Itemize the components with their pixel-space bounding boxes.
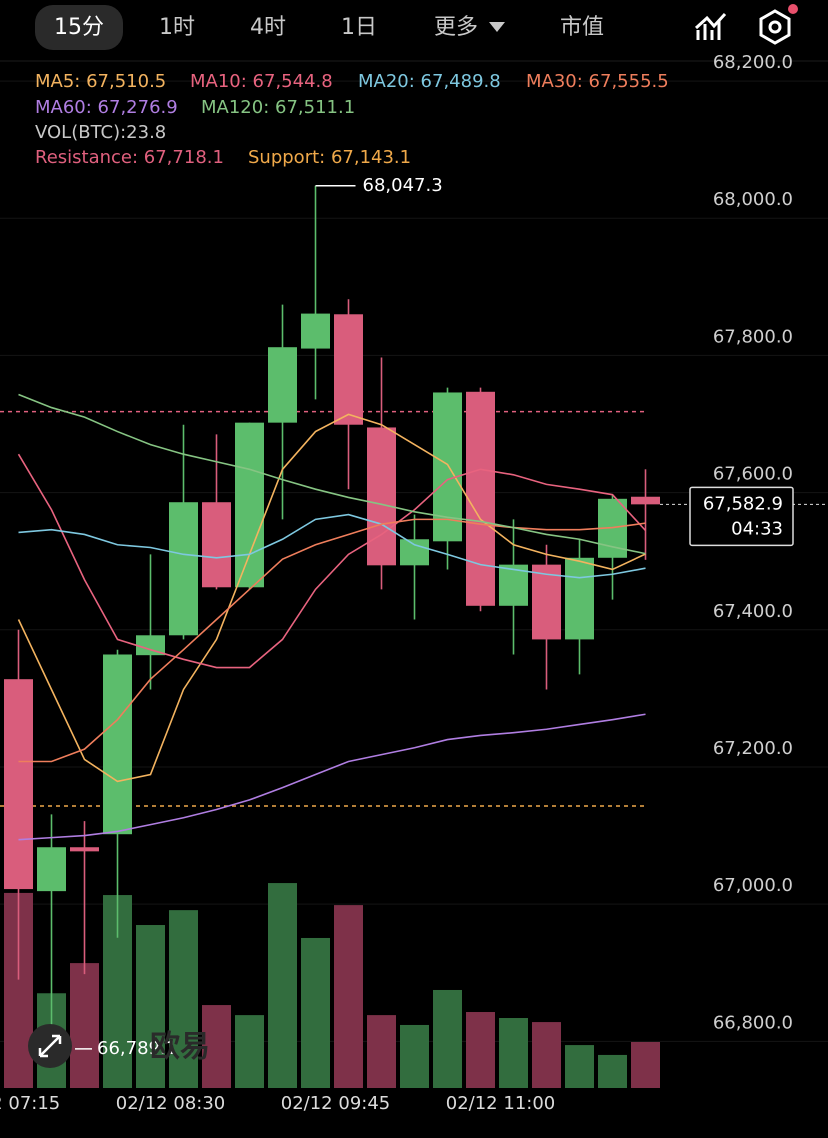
candle-body [631,496,660,505]
indicator-icon[interactable] [694,12,727,40]
volume-bar [169,910,198,1088]
y-tick-label: 68,200.0 [713,52,793,73]
candle-body [334,314,363,425]
volume-bar [70,963,99,1088]
volume-bar [136,925,165,1088]
y-tick-label: 68,000.0 [713,189,793,210]
candle-body [367,427,396,566]
volume-legend: VOL(BTC):23.8 [35,122,166,143]
volume-bar [565,1045,594,1088]
candle-body [37,847,66,892]
tab[interactable]: 1时 [159,15,195,40]
candle-body [268,347,297,423]
active-tab-bg [35,5,123,50]
tab[interactable]: 4时 [250,15,286,40]
candle-body [235,422,264,588]
settings-icon[interactable] [759,4,798,45]
candle-body [532,564,561,640]
volume-bar [499,1018,528,1088]
watermark: 欧易 [150,1030,210,1065]
volume-bar [334,905,363,1088]
volume-bar [598,1054,627,1088]
tab[interactable]: 更多 [434,15,478,40]
y-tick-label: 67,400.0 [713,601,793,622]
legend-entry: MA20: 67,489.8 [358,71,501,92]
y-tick-label: 67,600.0 [713,464,793,485]
legend-entry: MA5: 67,510.5 [35,71,166,92]
volume-bar [631,1041,660,1088]
y-tick-label: 67,800.0 [713,326,793,347]
last-price-label: 67,582.9 [703,493,783,514]
level-legend: Resistance: 67,718.1 [35,147,224,168]
ma-line [18,518,646,763]
legend-entry: MA30: 67,555.5 [526,71,669,92]
ma-line [17,453,647,669]
volume-bar [466,1012,495,1088]
volume-bar [202,1005,231,1088]
volume-bar [532,1022,561,1088]
legend-entry: MA60: 67,276.9 [35,97,178,118]
tab[interactable]: 15分 [54,15,104,40]
volume-bar [268,883,297,1088]
x-tick-label: 02/12 08:30 [116,1093,225,1114]
y-tick-label: 66,800.0 [713,1012,793,1033]
candle-body [103,654,132,835]
plot: 68,200.0 68,000.0 67,800.0 67,600.0 67,400.0… [0,52,828,1114]
candle-body [136,635,165,656]
candle-body [400,539,429,566]
dropdown-arrow [489,22,505,32]
candle-body [466,391,495,606]
high-label: 68,047.3 [363,175,443,196]
last-price-box [689,486,794,547]
y-tick-label: 67,000.0 [713,875,793,896]
level-legend: Support: 67,143.1 [248,147,411,168]
candle-body [4,679,33,890]
x-tick-label: 02/12 09:45 [281,1093,390,1114]
countdown: 04:33 [731,518,783,539]
legend-entry: MA10: 67,544.8 [190,71,333,92]
x-tick-label: 02/12 11:00 [446,1093,555,1114]
volume-bar [400,1024,429,1088]
ma-line [18,713,646,841]
candle-body [70,847,99,852]
candle-body [202,502,231,588]
ma-line [18,393,646,555]
tab[interactable]: 1日 [341,15,377,40]
ma-line [17,413,646,783]
volume-bar [433,989,462,1088]
tab[interactable]: 市值 [560,15,604,40]
x-tick-label: 02/12 07:15 [0,1093,60,1114]
y-tick-label: 67,200.0 [713,738,793,759]
volume-bar [367,1015,396,1088]
low-label: 66,789.1 [97,1038,177,1059]
candle-body [301,313,330,349]
expand-button[interactable] [28,1024,72,1068]
legend-entry: MA120: 67,511.1 [201,97,355,118]
volume-bar [235,1015,264,1088]
volume-bar [301,937,330,1088]
candle-body [169,502,198,636]
candle-body [565,557,594,640]
ma-line [18,513,646,579]
